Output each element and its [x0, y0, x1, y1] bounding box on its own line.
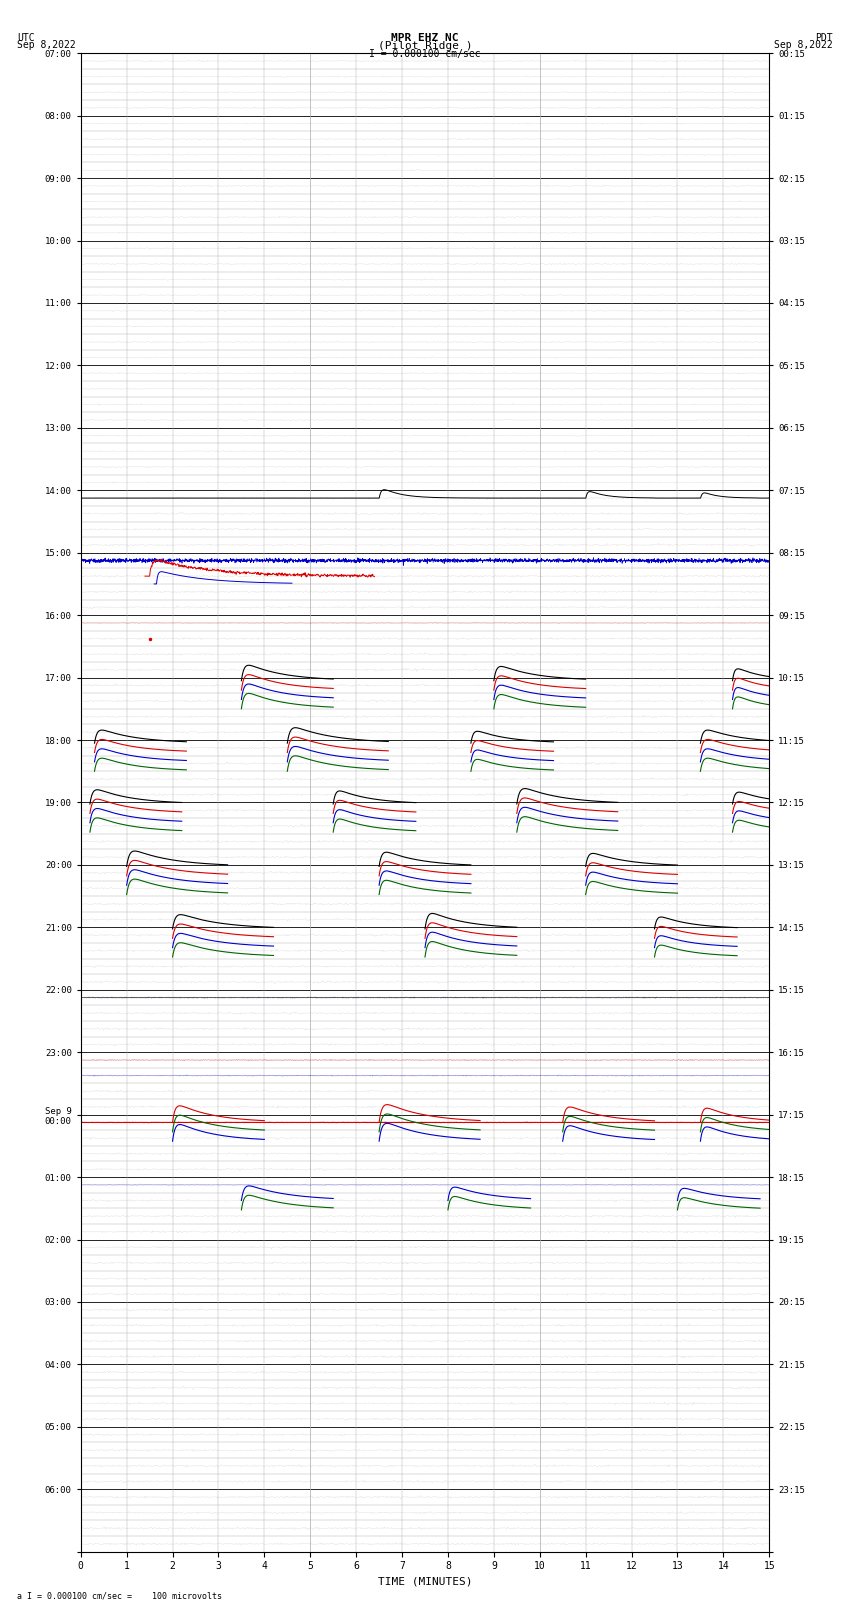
Text: I = 0.000100 cm/sec: I = 0.000100 cm/sec	[369, 50, 481, 60]
Text: MPR EHZ NC: MPR EHZ NC	[391, 32, 459, 44]
Text: Sep 8,2022: Sep 8,2022	[774, 39, 833, 50]
Text: PDT: PDT	[815, 32, 833, 44]
Text: UTC: UTC	[17, 32, 35, 44]
Text: a I = 0.000100 cm/sec =    100 microvolts: a I = 0.000100 cm/sec = 100 microvolts	[17, 1590, 222, 1600]
Text: (Pilot Ridge ): (Pilot Ridge )	[377, 40, 473, 52]
Text: Sep 8,2022: Sep 8,2022	[17, 39, 76, 50]
X-axis label: TIME (MINUTES): TIME (MINUTES)	[377, 1578, 473, 1587]
